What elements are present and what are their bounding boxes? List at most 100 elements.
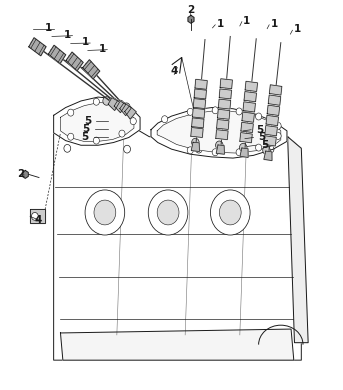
Text: 5: 5 bbox=[256, 125, 263, 135]
Text: 5: 5 bbox=[84, 116, 91, 126]
Polygon shape bbox=[219, 89, 232, 99]
Polygon shape bbox=[188, 16, 194, 23]
Circle shape bbox=[119, 104, 125, 111]
Polygon shape bbox=[195, 79, 207, 89]
Polygon shape bbox=[191, 128, 203, 137]
Polygon shape bbox=[268, 95, 281, 105]
Polygon shape bbox=[216, 145, 224, 154]
Polygon shape bbox=[242, 112, 255, 122]
Circle shape bbox=[124, 145, 130, 153]
Circle shape bbox=[192, 138, 199, 147]
Circle shape bbox=[32, 213, 38, 220]
Polygon shape bbox=[22, 170, 28, 178]
Text: 1: 1 bbox=[82, 37, 89, 47]
Text: 5: 5 bbox=[81, 132, 88, 142]
Text: 1: 1 bbox=[45, 23, 52, 33]
Circle shape bbox=[187, 108, 193, 115]
Polygon shape bbox=[54, 125, 301, 360]
Polygon shape bbox=[244, 92, 257, 102]
Circle shape bbox=[64, 144, 71, 152]
Text: 1: 1 bbox=[294, 25, 301, 34]
Polygon shape bbox=[194, 89, 206, 99]
Polygon shape bbox=[243, 102, 256, 112]
Polygon shape bbox=[120, 103, 131, 116]
Text: 1: 1 bbox=[99, 44, 106, 54]
Polygon shape bbox=[288, 137, 308, 343]
Text: 5: 5 bbox=[261, 140, 268, 150]
Circle shape bbox=[263, 146, 270, 154]
Circle shape bbox=[162, 116, 168, 123]
Polygon shape bbox=[218, 99, 231, 109]
Polygon shape bbox=[266, 115, 279, 126]
Polygon shape bbox=[29, 38, 46, 56]
Text: 2: 2 bbox=[187, 5, 194, 16]
Text: 4: 4 bbox=[170, 66, 178, 76]
Polygon shape bbox=[193, 99, 205, 108]
Circle shape bbox=[267, 145, 274, 153]
Polygon shape bbox=[192, 108, 205, 118]
Polygon shape bbox=[125, 106, 136, 119]
Circle shape bbox=[130, 118, 136, 125]
Circle shape bbox=[212, 107, 218, 114]
Circle shape bbox=[117, 100, 124, 109]
Circle shape bbox=[212, 149, 218, 156]
Circle shape bbox=[157, 200, 179, 225]
Circle shape bbox=[110, 98, 117, 107]
Text: 4: 4 bbox=[34, 215, 42, 225]
Circle shape bbox=[85, 190, 125, 235]
Polygon shape bbox=[267, 105, 280, 115]
Circle shape bbox=[187, 147, 193, 154]
Text: 2: 2 bbox=[17, 168, 24, 179]
Circle shape bbox=[275, 133, 281, 140]
Polygon shape bbox=[217, 109, 230, 119]
Polygon shape bbox=[220, 79, 233, 89]
Polygon shape bbox=[157, 111, 281, 153]
Polygon shape bbox=[108, 98, 120, 110]
Text: 1: 1 bbox=[270, 19, 277, 29]
Text: 1: 1 bbox=[243, 16, 250, 26]
Circle shape bbox=[236, 149, 242, 156]
Polygon shape bbox=[269, 85, 282, 95]
Polygon shape bbox=[264, 136, 276, 146]
Circle shape bbox=[196, 145, 202, 153]
Circle shape bbox=[68, 133, 74, 140]
Polygon shape bbox=[83, 60, 100, 79]
Circle shape bbox=[275, 122, 281, 129]
Polygon shape bbox=[240, 148, 248, 158]
Text: 5: 5 bbox=[83, 124, 90, 134]
Circle shape bbox=[93, 98, 99, 105]
Polygon shape bbox=[66, 52, 83, 71]
Circle shape bbox=[256, 144, 262, 151]
Circle shape bbox=[123, 103, 130, 112]
Polygon shape bbox=[216, 130, 228, 140]
Text: 1: 1 bbox=[216, 19, 224, 29]
Circle shape bbox=[211, 190, 250, 235]
Circle shape bbox=[93, 137, 99, 144]
Polygon shape bbox=[192, 118, 204, 128]
Polygon shape bbox=[60, 103, 134, 141]
Circle shape bbox=[236, 108, 242, 115]
Polygon shape bbox=[60, 329, 294, 360]
Text: 1: 1 bbox=[64, 30, 71, 40]
Circle shape bbox=[148, 190, 188, 235]
Circle shape bbox=[119, 130, 125, 137]
Circle shape bbox=[220, 200, 241, 225]
Circle shape bbox=[68, 109, 74, 116]
Polygon shape bbox=[265, 126, 277, 136]
Circle shape bbox=[215, 141, 223, 149]
Circle shape bbox=[239, 143, 247, 152]
Polygon shape bbox=[114, 100, 126, 113]
Polygon shape bbox=[30, 209, 45, 223]
Circle shape bbox=[103, 97, 110, 105]
Polygon shape bbox=[241, 122, 253, 133]
Polygon shape bbox=[240, 133, 252, 143]
Polygon shape bbox=[54, 97, 140, 145]
Polygon shape bbox=[151, 108, 287, 158]
Circle shape bbox=[256, 113, 262, 120]
Polygon shape bbox=[48, 45, 66, 64]
Polygon shape bbox=[217, 119, 229, 129]
Text: 5: 5 bbox=[259, 133, 266, 142]
Polygon shape bbox=[264, 151, 272, 161]
Circle shape bbox=[94, 200, 116, 225]
Polygon shape bbox=[245, 81, 258, 92]
